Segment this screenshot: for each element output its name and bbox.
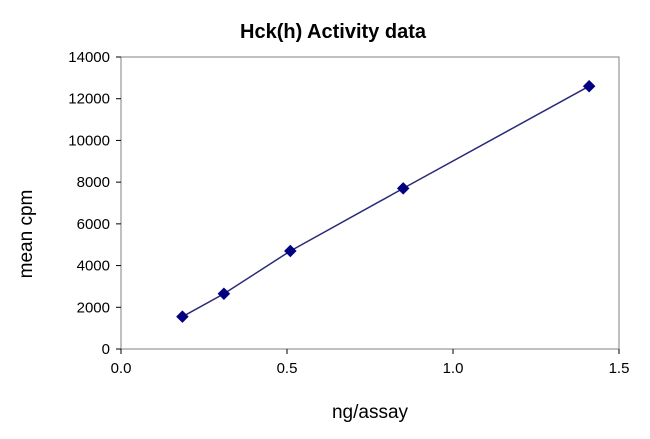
y-tick-label: 4000 — [77, 258, 110, 275]
data-point — [217, 287, 231, 301]
y-axis: 0 2000 4000 6000 8000 10000 12000 14000 — [68, 49, 121, 358]
y-tick-label: 10000 — [68, 132, 110, 149]
y-axis-label: mean cpm — [16, 190, 37, 279]
y-tick-label: 2000 — [77, 299, 110, 316]
x-tick-label: 1.5 — [609, 360, 630, 377]
chart-title: Hck(h) Activity data — [240, 21, 427, 43]
plot-area-frame — [120, 56, 620, 350]
y-tick-label: 14000 — [68, 49, 110, 66]
series-line — [182, 85, 590, 318]
data-point — [582, 79, 596, 93]
series-points — [176, 79, 596, 324]
x-tick-label: 0.5 — [277, 360, 298, 377]
y-tick-label: 8000 — [77, 174, 110, 191]
data-point — [283, 244, 297, 258]
data-point — [176, 310, 189, 324]
x-axis-label: ng/assay — [332, 402, 409, 423]
y-tick-label: 12000 — [68, 91, 110, 108]
x-tick-label: 1.0 — [443, 360, 464, 377]
x-axis: 0.0 0.5 1.0 1.5 — [111, 349, 630, 377]
y-tick-label: 6000 — [77, 216, 110, 233]
x-tick-label: 0.0 — [111, 360, 132, 377]
y-tick-label: 0 — [102, 341, 110, 358]
data-point — [396, 182, 410, 195]
